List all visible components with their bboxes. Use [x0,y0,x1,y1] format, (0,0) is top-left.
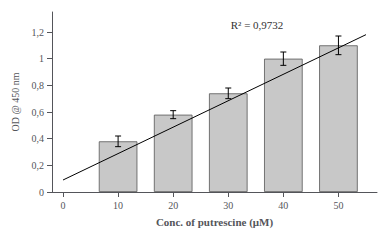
svg-text:0: 0 [61,200,66,211]
svg-text:10: 10 [113,200,123,211]
svg-text:20: 20 [168,200,178,211]
svg-text:0: 0 [39,187,44,198]
svg-text:OD @ 450 nm: OD @ 450 nm [10,72,21,131]
svg-text:0,4: 0,4 [32,133,45,144]
svg-text:0,2: 0,2 [32,160,45,171]
svg-text:1,2: 1,2 [32,27,45,38]
svg-text:1: 1 [39,53,44,64]
svg-text:R² = 0,9732: R² = 0,9732 [231,19,284,31]
svg-text:0,6: 0,6 [32,107,45,118]
svg-text:Conc. of putrescine (μM): Conc. of putrescine (μM) [156,216,274,229]
svg-text:40: 40 [278,200,288,211]
svg-text:50: 50 [333,200,343,211]
svg-text:30: 30 [223,200,233,211]
svg-text:0,8: 0,8 [32,80,45,91]
